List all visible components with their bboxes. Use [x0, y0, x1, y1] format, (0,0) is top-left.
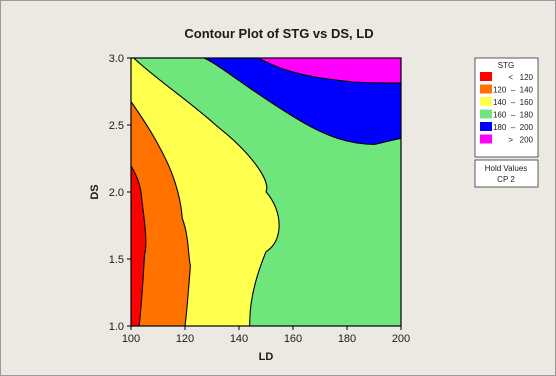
- y-tick-label: 1.5: [109, 254, 124, 266]
- y-tick-label: 2.0: [109, 187, 124, 199]
- contour-lines: [131, 58, 401, 326]
- x-tick-label: 140: [230, 333, 248, 345]
- legend: STG < 120 120 – 140 140 – 160 160 – 180 180 …: [474, 57, 539, 158]
- y-tick-label: 2.5: [109, 120, 124, 132]
- y-axis: 1.0 1.5 2.0 2.5 3.0: [109, 53, 131, 333]
- legend-entry-label: > 200: [508, 136, 533, 145]
- legend-entries: < 120 120 – 140 140 – 160 160 – 180 180 – 20…: [480, 72, 534, 145]
- legend-swatch: [480, 134, 492, 144]
- x-tick-label: 200: [392, 333, 410, 345]
- contour-line-160: [133, 58, 280, 326]
- hold-values-title: Hold Values: [485, 164, 528, 173]
- hold-values-box: Hold Values CP 2: [474, 159, 539, 188]
- legend-swatch: [480, 72, 492, 81]
- contour-line-180: [203, 58, 401, 145]
- contour-regions: [131, 58, 401, 326]
- legend-entry-label: < 120: [508, 73, 533, 82]
- x-tick-label: 120: [176, 333, 194, 345]
- x-tick-label: 180: [338, 333, 356, 345]
- legend-swatch: [480, 84, 492, 94]
- x-tick-label: 160: [284, 333, 302, 345]
- x-axis: 100 120 140 160 180 200: [122, 326, 410, 345]
- x-tick-label: 100: [122, 333, 140, 345]
- legend-swatch: [480, 109, 492, 119]
- y-axis-label: DS: [89, 184, 101, 199]
- legend-entry-label: 120 – 140: [493, 86, 534, 95]
- y-tick-label: 1.0: [109, 321, 124, 333]
- hold-values-frame: [474, 159, 539, 188]
- legend-swatch: [480, 97, 492, 106]
- region-above-200: [258, 58, 401, 84]
- y-tick-label: 3.0: [109, 53, 124, 65]
- legend-entry-label: 140 – 160: [493, 98, 534, 107]
- legend-swatch: [480, 122, 492, 131]
- legend-entry-label: 180 – 200: [493, 123, 534, 132]
- chart-title: Contour Plot of STG vs DS, LD: [184, 26, 373, 41]
- contour-line-140: [131, 101, 191, 326]
- region-120-140: [131, 101, 191, 326]
- legend-title: STG: [498, 61, 514, 70]
- legend-entry-label: 160 – 180: [493, 111, 534, 120]
- hold-values-text: CP 2: [497, 175, 515, 184]
- x-axis-label: LD: [259, 351, 274, 363]
- contour-line-200: [257, 58, 401, 84]
- contour-line-120: [131, 165, 147, 326]
